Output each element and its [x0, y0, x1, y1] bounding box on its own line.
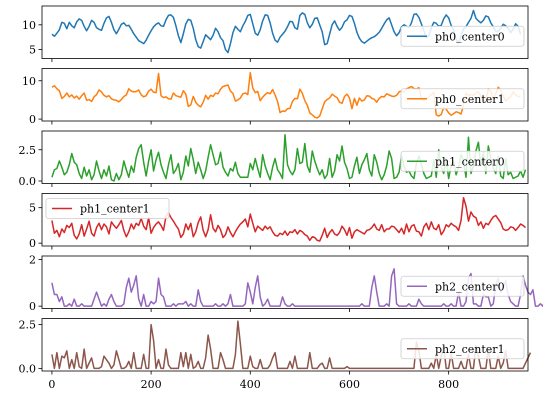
y-tick-label: 10 [22, 19, 36, 32]
x-tick-label: 0 [48, 378, 55, 391]
legend-ph2_center1: ph2_center1 [400, 338, 525, 360]
legend-box [400, 88, 525, 110]
legend-box [400, 25, 525, 47]
series-line-ph1_center1 [51, 197, 527, 242]
x-tick-label: 200 [141, 378, 162, 391]
axes-frame [41, 255, 529, 309]
series-line-ph2_center0 [51, 268, 543, 307]
x-tick-label: 400 [240, 378, 261, 391]
legend-box [400, 150, 525, 172]
axes-frame [41, 5, 529, 59]
subplot-ph1_center0: 0.0 2.5 ph1_center0 [19, 130, 529, 188]
y-tick-label: 5 [29, 44, 36, 57]
y-tick-label: 2.5 [19, 319, 37, 332]
axes-frame [41, 193, 529, 247]
legend-box [45, 198, 170, 219]
subplot-ph0_center0: 5 10 ph0_center0 [22, 5, 529, 62]
x-tick-label: 600 [339, 378, 360, 391]
axes-frame [41, 318, 529, 372]
legend-ph2_center0: ph2_center0 [400, 275, 525, 297]
legend-ph0_center0: ph0_center0 [400, 25, 525, 47]
legend-label: ph2_center0 [435, 280, 505, 293]
subplot-ph2_center0: 0 2 ph2_center0 [29, 254, 543, 313]
axes-frame [41, 68, 529, 122]
y-tick-label: 10 [22, 75, 36, 88]
y-tick-label: 5 [29, 202, 36, 215]
y-tick-label: 0 [29, 300, 36, 313]
y-tick-label: 2.5 [19, 144, 37, 157]
y-tick-label: 0 [29, 237, 36, 250]
legend-label: ph1_center1 [80, 203, 150, 216]
series-line-ph0_center1 [51, 71, 521, 119]
legend-label: ph1_center0 [435, 155, 505, 168]
x-tick-label: 800 [438, 378, 459, 391]
legend-ph0_center1: ph0_center1 [400, 88, 525, 110]
y-tick-label: 0.0 [19, 362, 37, 375]
subplot-ph0_center1: 0 10 ph0_center1 [22, 68, 529, 126]
y-tick-label: 2 [29, 254, 36, 267]
legend-box [400, 338, 525, 360]
y-tick-label: 0 [29, 113, 36, 126]
legend-ph1_center1: ph1_center1 [45, 198, 170, 219]
subplot-ph2_center1: 0.0 2.5 0 200 400 600 800 ph2_center1 [19, 318, 532, 391]
legend-label: ph2_center1 [435, 343, 505, 356]
legend-label: ph0_center0 [435, 30, 505, 43]
subplot-ph1_center1: 0 5 ph1_center1 [29, 193, 529, 250]
y-tick-label: 0.0 [19, 175, 37, 188]
legend-label: ph0_center1 [435, 93, 505, 106]
legend-ph1_center0: ph1_center0 [400, 150, 525, 172]
legend-box [400, 275, 525, 297]
series-line-ph0_center0 [51, 9, 522, 54]
axes-frame [41, 130, 529, 184]
